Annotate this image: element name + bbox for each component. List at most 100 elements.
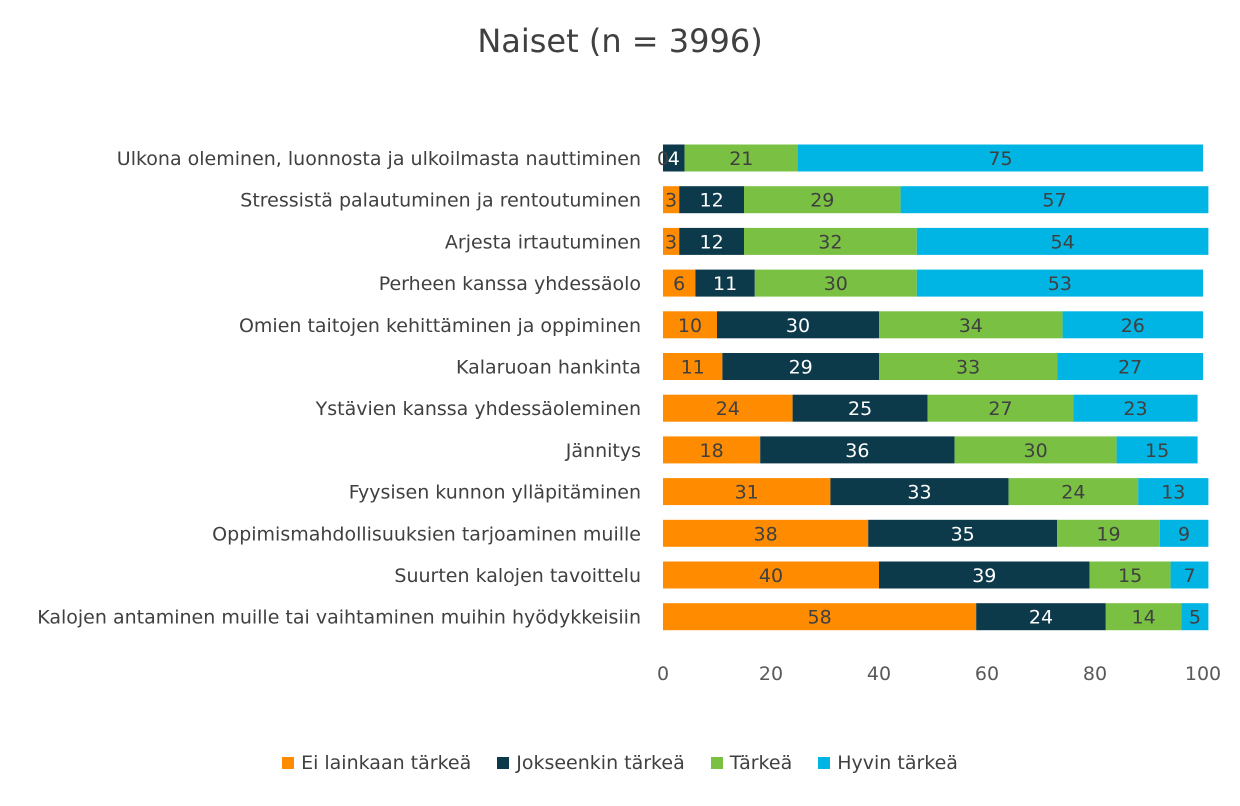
category-label: Perheen kanssa yhdessäolo	[379, 273, 641, 295]
bar-segment	[1062, 311, 1203, 339]
category-label: Suurten kalojen tavoittelu	[394, 565, 641, 587]
bar-segment	[1089, 561, 1171, 589]
data-label: 11	[681, 357, 705, 379]
data-label: 25	[848, 398, 872, 420]
bar-segment	[879, 311, 1063, 339]
data-label: 23	[1123, 398, 1147, 420]
bar-segment	[663, 519, 869, 547]
data-label: 4	[668, 148, 680, 170]
category-label: Kalojen antaminen muille tai vaihtaminen…	[37, 607, 641, 629]
data-label: 40	[759, 565, 783, 587]
bar-segment	[792, 394, 928, 422]
data-label: 26	[1121, 315, 1145, 337]
bar-segment	[868, 519, 1058, 547]
data-label: 30	[824, 273, 848, 295]
bar-segment	[717, 311, 879, 339]
bar-segment	[744, 186, 901, 214]
data-label: 24	[1061, 482, 1085, 504]
x-tick-label: 40	[867, 663, 891, 685]
bar-segment	[976, 603, 1106, 631]
data-label: 36	[845, 440, 869, 462]
bar-segments	[663, 144, 1209, 631]
bar-segment	[916, 227, 1209, 255]
legend-swatch	[497, 757, 510, 769]
bar-segment	[1181, 603, 1209, 631]
x-tick-label: 20	[759, 663, 783, 685]
data-label: 12	[700, 190, 724, 212]
data-label: 15	[1145, 440, 1169, 462]
bar-segment	[1105, 603, 1182, 631]
bar-segment	[754, 269, 917, 297]
bar-segment	[663, 561, 879, 589]
legend-item: Tärkeä	[710, 752, 792, 774]
legend-label: Jokseenkin tärkeä	[516, 752, 685, 774]
bar-segment	[830, 478, 1009, 506]
bar-segment	[663, 603, 977, 631]
bar-segment	[1138, 478, 1209, 506]
legend-swatch	[818, 757, 831, 769]
bar-segment	[663, 144, 685, 172]
bar-segment	[663, 311, 717, 339]
bar-segment	[954, 436, 1117, 464]
category-label: Jännitys	[565, 440, 641, 462]
category-label: Oppimismahdollisuuksien tarjoaminen muil…	[212, 523, 641, 545]
bar-segment	[927, 394, 1074, 422]
data-label: 33	[907, 482, 931, 504]
data-label: 3	[665, 231, 677, 253]
bar-segment	[663, 436, 761, 464]
data-label: 18	[700, 440, 724, 462]
bar-segment	[744, 227, 917, 255]
category-label: Ulkona oleminen, luonnosta ja ulkoilmast…	[117, 148, 641, 170]
x-tick-label: 0	[657, 663, 669, 685]
data-label: 9	[1178, 523, 1190, 545]
category-label: Omien taitojen kehittäminen ja oppiminen	[239, 315, 641, 337]
bar-segment	[663, 227, 680, 255]
data-label: 31	[735, 482, 759, 504]
bar-segment	[1116, 436, 1198, 464]
bar-segment	[798, 144, 1203, 172]
data-label: 33	[956, 357, 980, 379]
bar-segment	[900, 186, 1209, 214]
x-tick-label: 100	[1185, 663, 1221, 685]
bar-segment	[879, 353, 1058, 380]
data-label: 10	[678, 315, 702, 337]
bar-segment	[684, 144, 798, 172]
bar-segment	[663, 186, 680, 214]
bar-segment	[1159, 519, 1209, 547]
data-label: 34	[959, 315, 983, 337]
bar-segment	[1073, 394, 1198, 422]
category-labels: Ulkona oleminen, luonnosta ja ulkoilmast…	[37, 148, 641, 629]
data-label: 58	[808, 607, 832, 629]
bar-segment	[695, 269, 755, 297]
bar-segment	[663, 353, 723, 380]
legend-swatch	[282, 757, 295, 769]
bar-segment	[679, 227, 744, 255]
data-label: 75	[988, 148, 1012, 170]
data-label: 21	[729, 148, 753, 170]
legend-item: Jokseenkin tärkeä	[497, 752, 685, 774]
legend-label: Hyvin tärkeä	[837, 752, 958, 774]
data-label: 38	[754, 523, 778, 545]
bar-segment	[879, 561, 1090, 589]
bar-segment	[916, 269, 1203, 297]
category-label: Kalaruoan hankinta	[456, 357, 641, 379]
data-label: 15	[1118, 565, 1142, 587]
legend: Ei lainkaan tärkeä Jokseenkin tärkeä Tärke…	[0, 752, 1240, 774]
data-label: 14	[1132, 607, 1156, 629]
bar-segment	[1057, 353, 1203, 380]
x-axis-ticks: 0 20 40 60 80 100	[657, 663, 1221, 685]
data-label: 27	[988, 398, 1012, 420]
data-label: 13	[1161, 482, 1185, 504]
legend-item: Hyvin tärkeä	[818, 752, 958, 774]
bar-segment	[1170, 561, 1209, 589]
bar-segment	[722, 353, 879, 380]
data-label: 11	[713, 273, 737, 295]
data-label: 29	[789, 357, 813, 379]
bar-segment	[663, 269, 696, 297]
bar-segment	[760, 436, 955, 464]
data-label: 54	[1051, 231, 1075, 253]
data-label: 35	[951, 523, 975, 545]
category-label: Fyysisen kunnon ylläpitäminen	[349, 482, 641, 504]
